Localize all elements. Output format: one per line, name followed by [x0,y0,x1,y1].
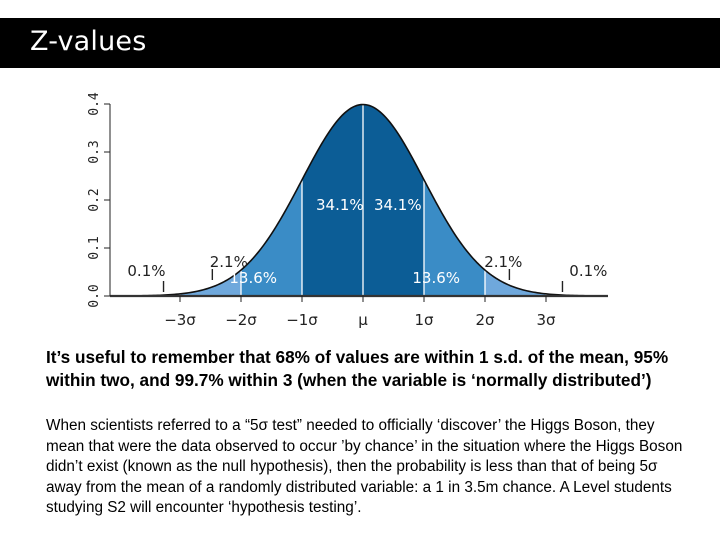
x-tick-label-1: −2σ [225,311,257,329]
slide-title: Z-values [30,26,147,57]
region-area-0 [180,270,241,296]
x-tick-label-6: 3σ [536,311,556,329]
y-tick-label-0: 0.0 [87,284,102,307]
tail-label-left: 0.1% [127,262,165,280]
region-label-3: 34.1% [374,196,422,214]
region-label-0: 2.1% [210,253,248,271]
body-paragraph: When scientists referred to a “5σ test” … [46,417,683,516]
region-label-5: 2.1% [484,253,522,271]
region-area-5 [485,270,546,296]
tail-label-right: 0.1% [569,262,607,280]
region-label-2: 34.1% [316,196,364,214]
region-label-4: 13.6% [412,269,460,287]
bold-paragraph: It’s useful to remember that 68% of valu… [46,347,669,390]
region-label-1: 13.6% [229,269,277,287]
y-tick-label-4: 0.4 [87,92,102,116]
y-tick-label-1: 0.1 [87,236,102,259]
x-tick-label-2: −1σ [286,311,318,329]
x-tick-label-5: 2σ [475,311,495,329]
y-tick-label-3: 0.3 [87,140,102,163]
density-curve [110,103,609,297]
y-tick-label-2: 0.2 [87,188,102,211]
title-bar: Z-values [0,18,720,68]
x-tick-label-0: −3σ [164,311,196,329]
x-tick-label-4: 1σ [414,311,434,329]
x-tick-label-3: μ [358,311,368,329]
